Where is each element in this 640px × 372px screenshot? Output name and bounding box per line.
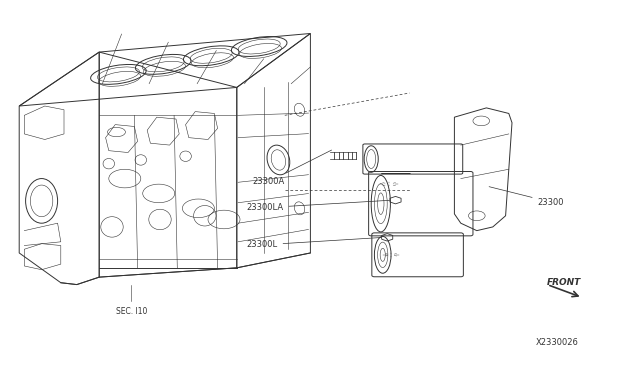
Text: FRONT: FRONT (547, 278, 582, 287)
Text: X2330026: X2330026 (536, 338, 578, 347)
Text: 23300L: 23300L (246, 237, 381, 249)
Text: 23300A: 23300A (253, 150, 332, 186)
Text: 23300: 23300 (489, 187, 564, 206)
Text: SEC. I10: SEC. I10 (115, 307, 147, 316)
Text: 23300LA: 23300LA (246, 200, 390, 212)
